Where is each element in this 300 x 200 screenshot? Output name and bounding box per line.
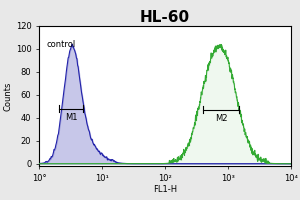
Text: control: control	[46, 40, 75, 49]
Text: M1: M1	[65, 113, 77, 122]
Y-axis label: Counts: Counts	[4, 81, 13, 111]
Text: M2: M2	[215, 114, 227, 123]
X-axis label: FL1-H: FL1-H	[153, 185, 177, 194]
Title: HL-60: HL-60	[140, 10, 190, 25]
